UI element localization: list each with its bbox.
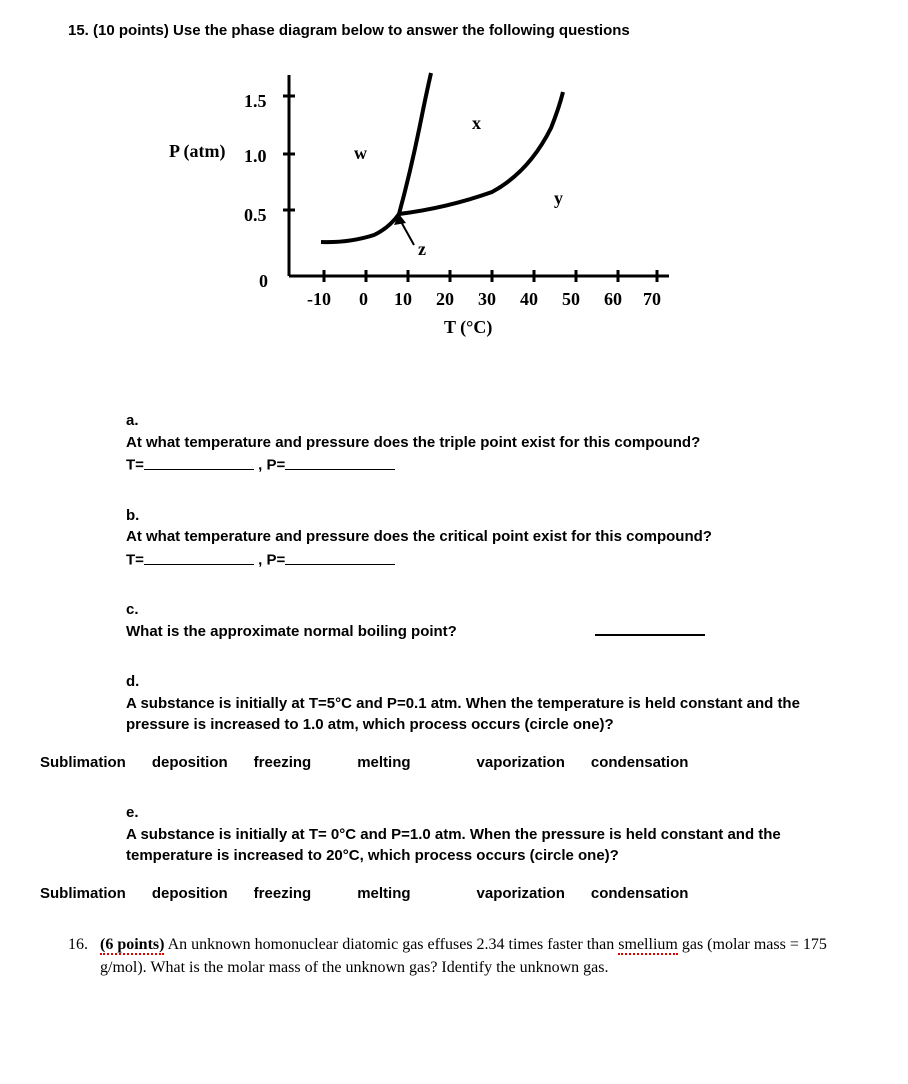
blank-b-T[interactable] [144, 548, 254, 565]
subpart-a-P: P= [266, 457, 285, 474]
subpart-e-letter: e. [126, 802, 156, 824]
option-d-melting[interactable]: melting [357, 752, 410, 774]
question-16: 16. (6 points) An unknown homonuclear di… [68, 933, 868, 979]
xtick-40: 40 [520, 286, 538, 312]
ytick-0: 0 [259, 268, 268, 294]
blank-c[interactable] [595, 621, 705, 636]
subpart-e-text: A substance is initially at T= 0°C and P… [126, 826, 781, 865]
q16-points: (6 points) [100, 936, 164, 955]
question-15-header: 15. (10 points) Use the phase diagram be… [68, 20, 868, 42]
xtick-70: 70 [643, 286, 661, 312]
ytick-1.5: 1.5 [244, 88, 267, 114]
subpart-b-text: At what temperature and pressure does th… [126, 528, 712, 545]
x-axis-label: T (°C) [444, 314, 492, 340]
q16-number: 16. [68, 933, 96, 956]
subpart-d-letter: d. [126, 671, 156, 693]
subpart-a-text: At what temperature and pressure does th… [126, 434, 700, 451]
label-y: y [554, 185, 563, 211]
label-x: x [472, 110, 481, 136]
xtick-20: 20 [436, 286, 454, 312]
subpart-c-text: What is the approximate normal boiling p… [126, 623, 457, 640]
option-e-melting[interactable]: melting [357, 883, 410, 905]
subpart-a: a. At what temperature and pressure does… [126, 410, 868, 477]
options-e: Sublimation deposition freezing melting … [40, 883, 868, 905]
option-e-condensation[interactable]: condensation [591, 883, 689, 905]
q16-body1: An unknown homonuclear diatomic gas effu… [164, 936, 618, 953]
xtick-0: 0 [359, 286, 368, 312]
xtick-50: 50 [562, 286, 580, 312]
option-d-freezing[interactable]: freezing [254, 752, 312, 774]
y-axis-label: P (atm) [169, 138, 225, 164]
subpart-c-letter: c. [126, 599, 156, 621]
subpart-b: b. At what temperature and pressure does… [126, 505, 868, 572]
subpart-b-P: P= [266, 552, 285, 569]
option-e-vaporization[interactable]: vaporization [477, 883, 565, 905]
option-d-sublimation[interactable]: Sublimation [40, 752, 126, 774]
subpart-e: e. A substance is initially at T= 0°C an… [126, 802, 868, 867]
xtick-60: 60 [604, 286, 622, 312]
xtick--10: -10 [307, 286, 331, 312]
xtick-10: 10 [394, 286, 412, 312]
label-z: z [418, 236, 426, 262]
subpart-a-T: T= [126, 457, 144, 474]
blank-b-P[interactable] [285, 548, 395, 565]
xtick-30: 30 [478, 286, 496, 312]
option-e-sublimation[interactable]: Sublimation [40, 883, 126, 905]
subpart-a-comma: , [258, 457, 262, 474]
option-d-condensation[interactable]: condensation [591, 752, 689, 774]
subpart-d: d. A substance is initially at T=5°C and… [126, 671, 868, 736]
ytick-0.5: 0.5 [244, 202, 267, 228]
blank-a-P[interactable] [285, 453, 395, 470]
subpart-b-letter: b. [126, 505, 156, 527]
phase-diagram: 1.5 1.0 0.5 0 -10 0 10 20 30 40 50 60 70… [40, 70, 868, 370]
options-d: Sublimation deposition freezing melting … [40, 752, 868, 774]
subpart-d-text: A substance is initially at T=5°C and P=… [126, 695, 800, 734]
subpart-b-comma: , [258, 552, 262, 569]
subpart-b-T: T= [126, 552, 144, 569]
q16-smellium: smellium [618, 936, 678, 955]
blank-a-T[interactable] [144, 453, 254, 470]
subpart-c: c. What is the approximate normal boilin… [126, 599, 868, 643]
option-e-deposition[interactable]: deposition [152, 883, 228, 905]
option-d-vaporization[interactable]: vaporization [477, 752, 565, 774]
ytick-1.0: 1.0 [244, 143, 267, 169]
option-e-freezing[interactable]: freezing [254, 883, 312, 905]
label-w: w [354, 140, 367, 166]
option-d-deposition[interactable]: deposition [152, 752, 228, 774]
subpart-a-letter: a. [126, 410, 156, 432]
